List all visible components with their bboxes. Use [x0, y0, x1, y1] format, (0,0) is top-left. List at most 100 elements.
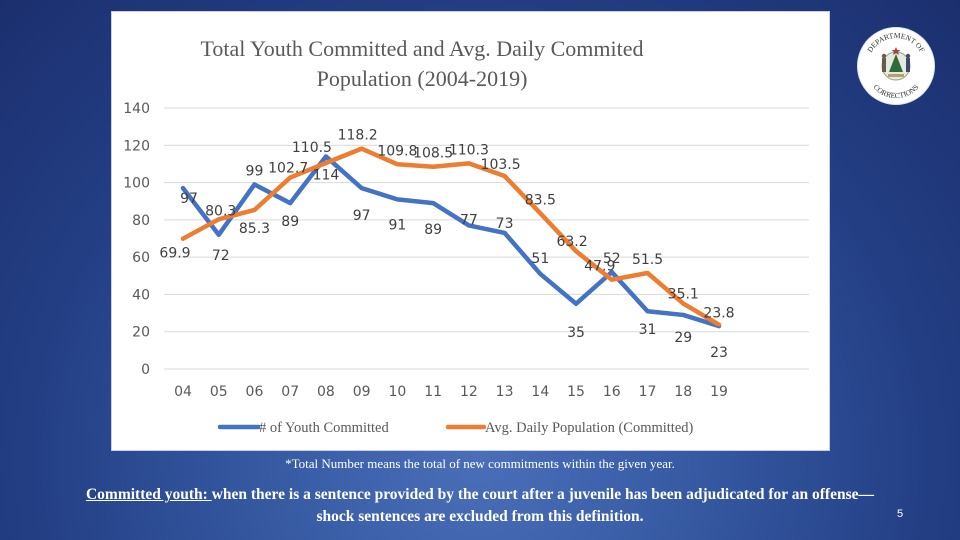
- data-point: [288, 201, 293, 206]
- data-label: 51.5: [632, 252, 663, 268]
- data-point: [216, 217, 221, 222]
- data-label: 108.5: [413, 146, 453, 162]
- data-point: [395, 162, 400, 167]
- data-label: 29: [674, 330, 692, 346]
- data-point: [538, 211, 543, 216]
- data-point: [502, 230, 507, 235]
- data-label: 35.1: [668, 287, 699, 303]
- legend-label-youth-committed: # of Youth Committed: [259, 420, 389, 436]
- definition-line-2: shock sentences are excluded from this d…: [316, 508, 644, 525]
- data-label: 89: [281, 214, 299, 230]
- data-label: 91: [388, 217, 406, 233]
- data-point: [181, 186, 185, 191]
- x-tick-label: 08: [317, 384, 335, 400]
- y-tick-label: 20: [132, 325, 150, 341]
- data-label: 110.5: [292, 140, 332, 156]
- definition-line-1: Committed youth: when there is a sentenc…: [20, 484, 940, 506]
- data-label: 31: [639, 322, 657, 338]
- data-point: [717, 322, 721, 327]
- data-point: [359, 146, 364, 151]
- data-point: [645, 309, 650, 314]
- x-tick-label: 16: [603, 384, 621, 400]
- data-point: [252, 182, 257, 187]
- data-label: 80.3: [205, 203, 236, 219]
- data-point: [609, 270, 614, 275]
- data-point: [216, 232, 221, 237]
- data-point: [574, 301, 579, 306]
- data-label: 83.5: [525, 192, 556, 208]
- data-label: 23: [710, 345, 728, 361]
- y-tick-label: 100: [123, 176, 150, 192]
- data-label: 63.2: [556, 234, 587, 250]
- data-label: 118.2: [338, 128, 378, 144]
- data-point: [466, 161, 471, 166]
- data-label: 97: [353, 208, 371, 224]
- x-tick-label: 19: [710, 384, 728, 400]
- chart-frame: Total Youth Committed and Avg. Daily Com…: [111, 11, 830, 451]
- line-chart: Total Youth Committed and Avg. Daily Com…: [123, 36, 809, 436]
- y-tick-label: 0: [141, 362, 150, 378]
- data-point: [359, 186, 364, 191]
- y-tick-label: 120: [123, 138, 150, 154]
- x-tick-label: 12: [460, 384, 478, 400]
- x-tick-label: 17: [639, 384, 657, 400]
- data-point: [252, 207, 257, 212]
- y-tick-label: 140: [123, 101, 150, 117]
- data-point: [681, 301, 686, 306]
- data-label: 77: [460, 212, 478, 228]
- data-label: 23.8: [703, 306, 734, 322]
- data-label: 103.5: [481, 157, 521, 173]
- definition-term: Committed youth:: [85, 486, 212, 503]
- footnote: *Total Number means the total of new com…: [285, 456, 675, 471]
- x-tick-label: 04: [174, 384, 192, 400]
- data-label: 109.8: [377, 143, 417, 159]
- data-label: 102.7: [268, 161, 308, 177]
- data-point: [323, 160, 328, 165]
- page-number: 5: [897, 508, 904, 520]
- x-tick-label: 14: [531, 384, 549, 400]
- data-label: 85.3: [239, 221, 270, 237]
- data-label: 51: [531, 251, 549, 267]
- data-label: 97: [180, 191, 198, 207]
- x-tick-label: 10: [388, 384, 406, 400]
- data-point: [431, 164, 436, 169]
- x-tick-label: 06: [246, 384, 264, 400]
- series-line-avg-daily-population: [180, 146, 722, 327]
- data-point: [502, 174, 507, 179]
- y-tick-label: 80: [132, 213, 150, 229]
- data-point: [574, 249, 579, 254]
- data-label: 52: [603, 251, 621, 267]
- data-label: 114: [313, 167, 340, 183]
- data-point: [395, 197, 400, 202]
- data-point: [323, 154, 328, 159]
- data-point: [609, 277, 614, 282]
- department-of-corrections-logo: DEPARTMENT OF CORRECTIONS: [858, 28, 934, 104]
- data-label: 110.3: [449, 142, 489, 158]
- x-tick-label: 09: [353, 384, 371, 400]
- y-tick-label: 40: [132, 287, 150, 303]
- data-point: [466, 223, 471, 228]
- x-tick-label: 13: [496, 384, 514, 400]
- data-point: [645, 270, 650, 275]
- data-label: 72: [212, 248, 230, 264]
- maine-state-seal-icon: DEPARTMENT OF CORRECTIONS: [859, 29, 933, 103]
- data-label: 73: [496, 216, 514, 232]
- data-label: 99: [246, 163, 264, 179]
- series-line-youth-committed: [180, 154, 722, 329]
- data-point: [181, 236, 185, 241]
- chart-title-line-2: Population (2004-2019): [317, 66, 528, 91]
- data-point: [538, 271, 543, 276]
- y-tick-label: 60: [132, 250, 150, 266]
- x-tick-label: 05: [210, 384, 228, 400]
- definition-text-1: when there is a sentence provided by the…: [211, 486, 875, 503]
- legend-label-avg-daily-population: Avg. Daily Population (Committed): [485, 420, 694, 436]
- data-label: 69.9: [159, 246, 190, 262]
- data-point: [288, 175, 293, 180]
- x-tick-label: 11: [424, 384, 442, 400]
- data-point: [431, 201, 436, 206]
- data-label: 47.9: [584, 259, 615, 275]
- data-label: 89: [424, 222, 442, 238]
- x-tick-label: 07: [281, 384, 299, 400]
- data-point: [681, 312, 686, 317]
- chart-title-line-1: Total Youth Committed and Avg. Daily Com…: [201, 36, 644, 61]
